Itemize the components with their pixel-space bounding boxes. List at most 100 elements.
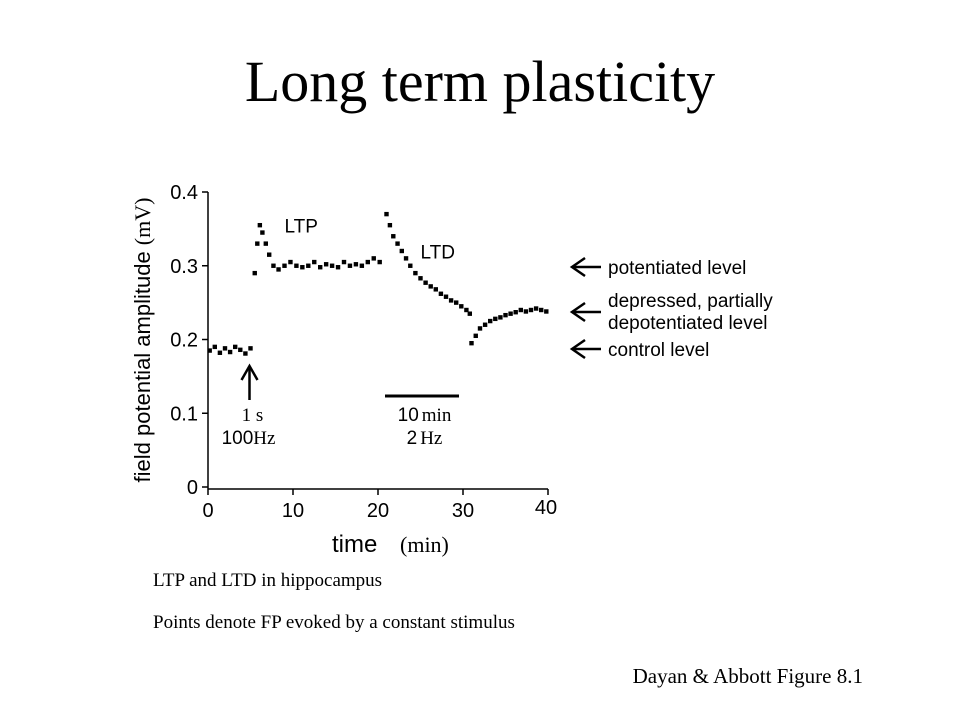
data-point (212, 344, 217, 350)
stimulus-2-frequency: 2 Hz (407, 428, 443, 449)
data-point (454, 300, 459, 305)
data-point (248, 346, 253, 351)
level-label: control level (608, 340, 709, 361)
x-tick-label: 40 (535, 497, 557, 519)
data-point (403, 256, 409, 261)
data-point (227, 349, 233, 355)
data-point (347, 263, 353, 268)
data-point (353, 262, 359, 267)
level-arrow-head (569, 301, 586, 323)
data-point (384, 211, 389, 217)
data-point (267, 252, 272, 257)
data-point (428, 284, 433, 289)
data-point (488, 318, 493, 324)
stimulus-1-duration: 1 s (242, 405, 264, 426)
data-point (300, 265, 305, 270)
data-point (263, 241, 268, 246)
data-point (318, 265, 323, 270)
data-point (448, 298, 454, 303)
data-point (365, 259, 370, 265)
data-point (282, 263, 287, 268)
data-point (418, 276, 423, 281)
data-point (443, 294, 449, 299)
data-point (482, 322, 488, 327)
data-point (257, 222, 263, 228)
data-point (238, 347, 243, 353)
x-axis-unit: (min) (400, 532, 449, 557)
data-point (377, 259, 382, 265)
data-point (508, 311, 513, 316)
data-point (371, 256, 376, 261)
y-tick-label: 0.4 (170, 182, 198, 204)
caption-points: Points denote FP evoked by a constant st… (153, 612, 515, 633)
x-tick-label: 20 (367, 500, 389, 522)
data-point (423, 280, 428, 285)
y-tick-label: 0.3 (170, 256, 198, 278)
data-point (288, 259, 293, 265)
data-point (312, 259, 317, 265)
data-point (467, 311, 472, 316)
data-point (395, 241, 400, 246)
stimulus-1-frequency: 100Hz (222, 428, 276, 449)
level-label: potentiated level (608, 258, 746, 279)
data-point (335, 265, 341, 270)
data-point (252, 270, 257, 276)
data-point (473, 333, 478, 339)
data-point (493, 316, 498, 322)
x-tick-label: 10 (282, 500, 304, 522)
figure-credit: Dayan & Abbott Figure 8.1 (632, 664, 863, 688)
caption-ltp-ltd: LTP and LTD in hippocampus (153, 570, 383, 591)
data-point (323, 262, 329, 267)
y-tick-label: 0.1 (170, 403, 198, 425)
stimulus-arrow-head (240, 363, 259, 381)
data-point (544, 309, 549, 314)
x-tick-label: 30 (452, 500, 474, 522)
data-points (207, 211, 549, 356)
level-label: depotentiated level (608, 313, 768, 334)
phase-label-ltd: LTD (421, 242, 455, 263)
data-point (233, 344, 238, 350)
data-point (341, 259, 347, 265)
data-point (513, 310, 518, 315)
data-point (503, 312, 508, 318)
data-point (306, 263, 311, 268)
data-point (408, 263, 413, 268)
data-point (413, 270, 418, 276)
level-label: depressed, partially (608, 291, 773, 312)
data-point (329, 263, 335, 268)
data-point (271, 263, 276, 268)
data-point (255, 241, 260, 246)
data-point (518, 307, 523, 313)
data-point (207, 348, 212, 353)
data-point (359, 263, 365, 268)
data-point (260, 230, 265, 235)
data-point (387, 222, 393, 228)
stimulus-2-duration: 10 min (398, 405, 452, 426)
data-point (222, 346, 228, 351)
y-tick-label: 0 (187, 477, 198, 499)
data-point (459, 304, 464, 309)
data-point (433, 287, 438, 292)
data-point (469, 340, 474, 346)
data-point (539, 307, 544, 313)
data-point (276, 267, 281, 272)
data-point (533, 306, 539, 311)
data-point (399, 248, 404, 254)
data-point (477, 326, 483, 331)
data-point (498, 315, 503, 320)
y-tick-label: 0.2 (170, 330, 198, 352)
x-tick-label: 0 (202, 500, 213, 522)
data-point (523, 309, 529, 314)
data-point (391, 234, 396, 239)
y-axis-label: field potential amplitude (mV) (130, 198, 155, 483)
phase-label-ltp: LTP (285, 217, 318, 238)
data-point (217, 350, 223, 355)
slide-title: Long term plasticity (244, 49, 716, 114)
data-point (464, 307, 469, 313)
level-arrow-head (569, 338, 586, 360)
chart-axes: 0 0.1 0.2 0.3 0.4 0 10 20 30 40 field potential am… (130, 182, 557, 558)
data-point (243, 351, 248, 356)
data-point (528, 307, 534, 313)
